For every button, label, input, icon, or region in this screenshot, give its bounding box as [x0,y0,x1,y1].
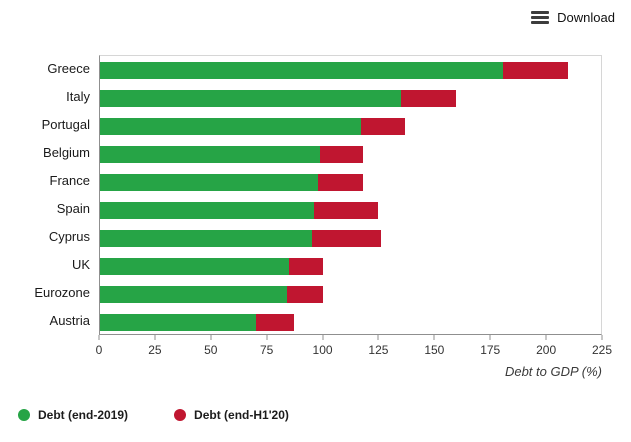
bar-row [100,145,601,163]
chart-legend: Debt (end-2019) Debt (end-H1'20) [18,408,289,422]
bar-segment-end-2019[interactable] [100,201,314,219]
bar-row [100,201,601,219]
axis-tick-label: 25 [148,343,162,357]
category-label: Italy [66,89,90,104]
axis-tick-label: 175 [480,343,501,357]
plot-area [99,55,602,335]
axis-tick [154,335,156,340]
bar-segment-end-2019[interactable] [100,89,401,107]
category-label: Cyprus [48,229,90,244]
legend-label: Debt (end-2019) [38,408,129,422]
axis-tick-label: 150 [424,343,445,357]
legend-item[interactable]: Debt (end-H1'20) [174,408,289,422]
bar-segment-end-2019[interactable] [100,229,312,247]
bar-row [100,173,601,191]
bar-segment-end-2019[interactable] [100,285,288,303]
bar-segment-end-h120[interactable] [400,89,457,107]
legend-item[interactable]: Debt (end-2019) [18,408,128,422]
bar-segment-end-h120[interactable] [503,61,568,79]
x-axis-title: Debt to GDP (%) [504,364,602,379]
category-label: Spain [56,201,90,216]
bar-row [100,257,601,275]
download-label: Download [557,10,615,25]
axis-tick [601,335,603,340]
bar-row [100,61,601,79]
bar-segment-end-h120[interactable] [318,173,363,191]
x-axis: 0 25 50 75 100 125 150 175 200 225 [95,335,612,361]
bar-segment-end-h120[interactable] [320,145,363,163]
axis-tick [322,335,324,340]
bar-segment-end-h120[interactable] [255,313,294,331]
bar-segment-end-h120[interactable] [287,285,323,303]
axis-tick [266,335,268,340]
category-label: Austria [49,313,90,328]
bar-row [100,229,601,247]
axis-tick-label: 125 [368,343,389,357]
debt-to-gdp-chart: Greece Italy Portugal Belgium France Spain Cyp… [0,55,602,335]
category-label: Portugal [41,117,90,132]
y-axis-category-labels: Greece Italy Portugal Belgium France Spain Cyp… [0,55,99,335]
axis-tick-label: 0 [95,343,103,357]
bar-segment-end-2019[interactable] [100,117,361,135]
legend-marker-icon [174,409,187,421]
legend-label: Debt (end-H1'20) [194,408,289,422]
axis-tick-label: 100 [312,343,333,357]
bar-segment-end-h120[interactable] [311,229,381,247]
bar-segment-end-h120[interactable] [289,257,323,275]
bar-row [100,89,601,107]
bar-segment-end-h120[interactable] [313,201,379,219]
bar-segment-end-2019[interactable] [100,173,319,191]
axis-tick-label: 50 [204,343,218,357]
axis-tick-label: 225 [591,343,613,357]
bar-segment-end-2019[interactable] [100,61,504,79]
bar-row [100,313,601,331]
axis-tick [98,335,100,340]
category-label: France [49,173,90,188]
bar-segment-end-2019[interactable] [100,313,256,331]
axis-tick [377,335,379,340]
axis-tick [489,335,491,340]
hamburger-menu-icon [531,11,550,24]
bar-row [100,285,601,303]
category-label: Eurozone [34,285,90,300]
category-label: Belgium [43,145,90,160]
bar-segment-end-2019[interactable] [100,257,290,275]
bar-segment-end-h120[interactable] [360,117,406,135]
axis-tick-label: 200 [536,343,557,357]
bar-segment-end-2019[interactable] [100,145,321,163]
axis-tick [545,335,547,340]
bar-row [100,117,601,135]
axis-tick-label: 75 [259,343,274,357]
chart-toolbar: Download [527,8,619,27]
legend-marker-icon [18,409,30,421]
axis-tick [210,335,212,340]
axis-tick [433,335,435,340]
category-label: UK [71,257,90,272]
download-button[interactable]: Download [527,8,619,27]
category-label: Greece [47,61,90,76]
